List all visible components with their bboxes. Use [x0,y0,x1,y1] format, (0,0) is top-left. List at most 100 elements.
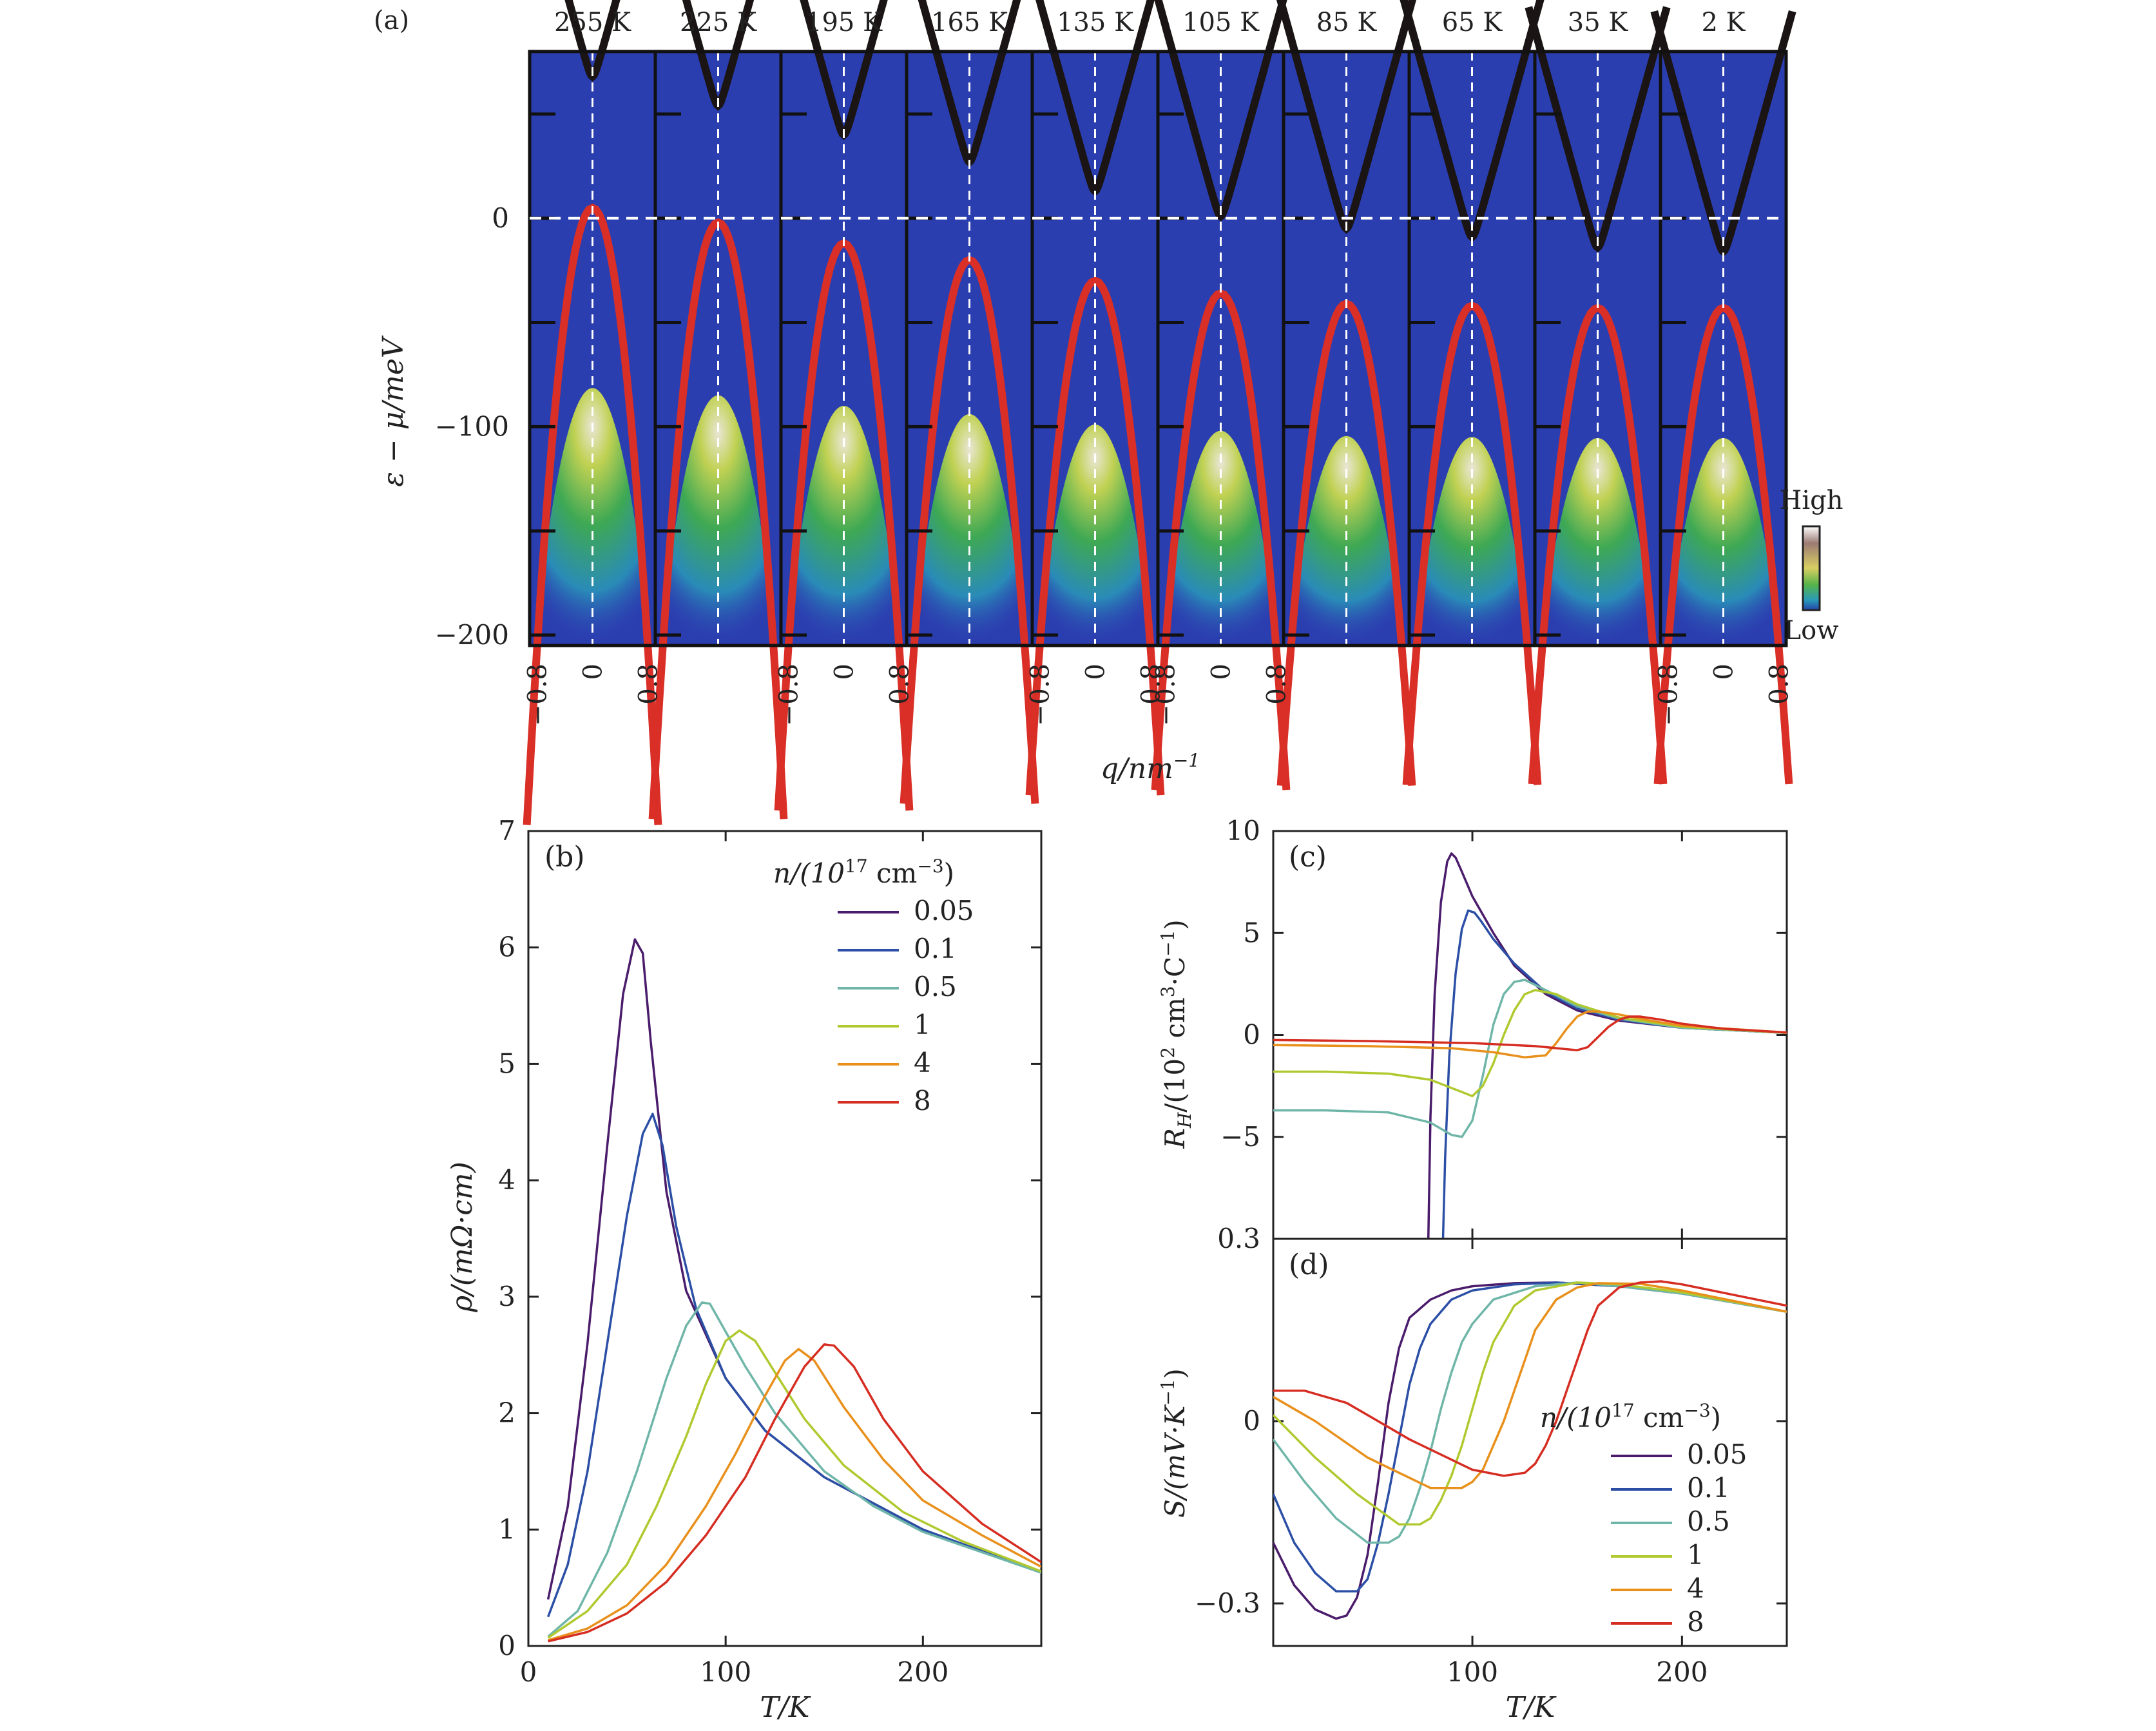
panel-a-xtick-label: −0.8 [1654,664,1684,726]
panel-c-ylabel-sup2: 3 [1157,986,1179,997]
strip-225k: 225 K [648,0,788,819]
panel-a-xlabel-main: q/nm [1101,752,1173,785]
panel-b-legend: 0.05 0.1 0.5 1 4 8 [838,895,974,1116]
panel-b-legend-title: n/(1017 cm−3) [773,856,954,889]
panel-c-ylabel-sup: 2 [1157,1047,1179,1058]
panel-d-legend-title-sup2: −3 [1684,1400,1710,1421]
y-tick-label: −0.3 [1195,1587,1260,1619]
spectral-intensity [910,414,1029,646]
panel-d-legend-title-tail: cm [1635,1402,1684,1433]
panel-b-legend-title-end: ) [944,857,954,889]
panel-a-xtick-label: 0.8 [1136,664,1166,705]
temperature-label: 255 K [554,8,631,37]
y-tick-label: 10 [1226,815,1260,846]
panel-d-ylabel: S/(mV·K−1) [1157,1368,1191,1518]
colorbar-bar [1802,525,1821,611]
panel-c: −5 0 5 10 (c) RH/(102 cm3·C−1) [1157,815,1788,1240]
y-tick-label: 4 [498,1164,515,1196]
series-line-8 [1273,1280,1787,1477]
series-line-8 [548,1343,1041,1643]
legend-label: 0.1 [914,933,957,964]
spectral-intensity [1664,437,1783,646]
y-tick-label: 5 [498,1047,515,1079]
panel-a-xtick-label: 0 [1081,664,1111,680]
strip-frame [1659,50,1788,647]
series-line-4 [1273,1282,1787,1489]
panel-d-legend-title: n/(1017 cm−3) [1540,1400,1721,1433]
spectral-intensity [1538,437,1657,646]
panel-b-ylabel: ρ/(mΩ·cm) [446,1162,479,1313]
series-line-0.05 [546,938,1041,1600]
panel-a-ylabel: ε − μ/meV [377,335,410,487]
panel-a-ytick-label: 0 [492,202,509,234]
temperature-label: 85 K [1316,8,1378,37]
panel-a-xlabel: q/nm−1 [1101,750,1200,785]
series-line-0.5 [547,1301,1041,1638]
series-line-4 [1273,1010,1787,1059]
legend-label: 8 [914,1085,931,1116]
series-line-0.1 [1441,909,1787,1239]
temperature-label: 165 K [931,8,1008,37]
legend-label: 8 [1687,1606,1704,1638]
strip-255k: 255 K [523,0,662,825]
panel-a-xlabel-sup: −1 [1173,750,1200,771]
x-tick-label: 0 [520,1656,537,1688]
temperature-label: 105 K [1182,8,1260,37]
panel-a-xtick-label: −0.8 [1151,664,1181,726]
y-tick-label: 0.3 [1217,1223,1260,1254]
temperature-label: 135 K [1057,8,1134,37]
panel-c-ylabel-tail3: ·C [1159,957,1191,986]
strip-135k: 135 K [1025,0,1165,796]
panel-a-xtick-label: 0 [1207,664,1237,680]
series-line-8 [1273,1015,1787,1051]
panel-a-xtick-label: −0.8 [1026,664,1055,726]
strip-105k: 105 K [1151,0,1291,790]
valence-band-curve [1025,276,1165,796]
strip-35k: 35 K [1525,6,1671,785]
strip-65k: 65 K [1400,0,1545,785]
panel-a-xtick-label: 0.8 [885,664,914,705]
panel-a-xtick-label: 0.8 [1262,664,1291,705]
series-line-0.05 [1427,852,1787,1239]
panel-d-ylabel-end: ) [1159,1368,1191,1379]
panel-b-legend-title-sup: 17 [845,856,868,877]
spectral-intensity [1412,437,1532,646]
conduction-band-curve [1400,0,1545,242]
panel-d-ylabel-main: S/(mV·K [1159,1404,1191,1518]
panel-b-label: (b) [544,841,585,874]
legend-label: 1 [914,1009,931,1040]
x-tick-label: 100 [700,1656,751,1688]
strip-195k: 195 K [774,0,914,811]
panel-c-ylabel-end: ) [1159,919,1191,930]
panel-d-legend-title-main: n/(10 [1540,1402,1612,1433]
spectral-intensity [784,405,903,646]
y-tick-label: 1 [498,1513,515,1545]
temperature-label: 225 K [680,8,757,37]
series-line-1 [1273,1281,1787,1526]
panel-c-ylabel: RH/(102 cm3·C−1) [1157,919,1195,1149]
y-tick-label: 0 [1243,1405,1260,1437]
panel-a-label: (a) [374,6,409,35]
panel-d-xlabel: T/K [1505,1691,1556,1724]
strip-2k: 2 K [1650,8,1796,785]
panel-a-xtick-label: −0.8 [523,664,553,726]
panel-d: 100 200−0.300.3 (d) S/(mV·K−1) T/K n/(101… [1157,1223,1788,1724]
x-tick-label: 100 [1447,1656,1498,1688]
series-line-0.1 [546,1113,1041,1618]
legend-label: 4 [1687,1573,1704,1604]
panel-a-xtick-label: 0 [830,664,860,680]
panel-c-ylabel-sup3: −1 [1157,930,1179,957]
strip-85k: 85 K [1276,0,1417,787]
y-tick-label: 5 [1243,917,1260,948]
panel-a-xtick-label: 0 [1709,664,1739,680]
y-tick-label: 6 [498,932,515,963]
temperature-label: 65 K [1442,8,1503,37]
panel-b-legend-title-main: n/(10 [773,857,845,889]
y-tick-label: 0 [1243,1019,1260,1051]
y-tick-label: 2 [498,1397,515,1429]
temperature-label: 2 K [1701,8,1746,37]
conduction-band-curve [564,0,621,82]
strip-165k: 165 K [900,0,1039,804]
panel-b-legend-title-tail: cm [868,857,918,889]
